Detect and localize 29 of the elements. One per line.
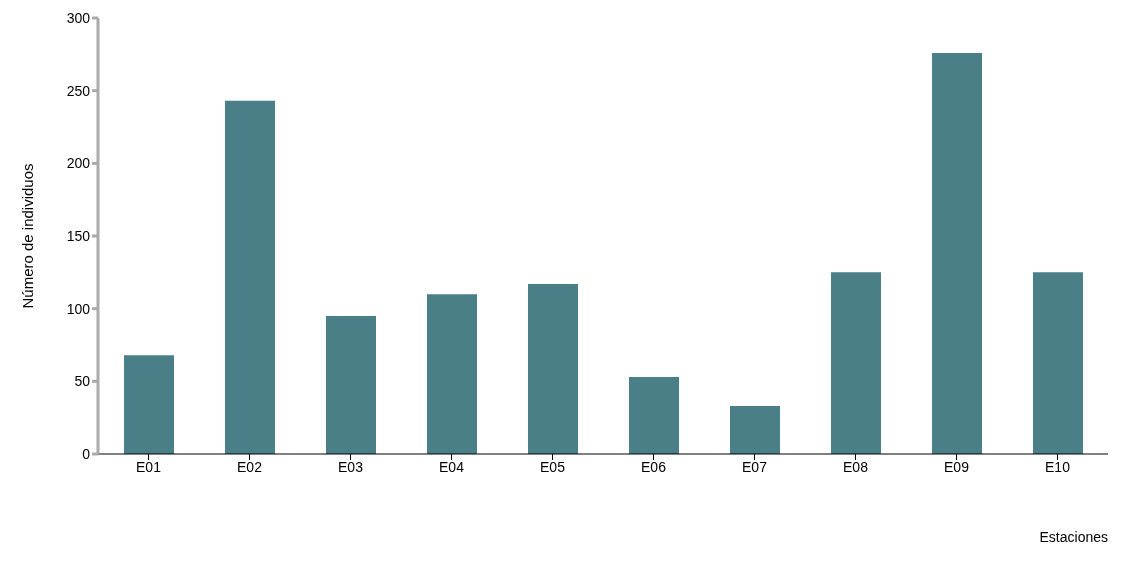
y-tick-label: 300 bbox=[66, 9, 91, 26]
x-tick-label: E02 bbox=[237, 458, 263, 475]
x-tick-label: E10 bbox=[1045, 458, 1071, 475]
bar bbox=[932, 52, 982, 454]
y-tick-label: 200 bbox=[66, 155, 91, 172]
y-tick-label: 100 bbox=[66, 300, 91, 317]
bar bbox=[326, 315, 376, 454]
x-tick-label: E08 bbox=[843, 458, 869, 475]
x-tick-label: E04 bbox=[439, 458, 465, 475]
x-axis-title: Estaciones bbox=[1039, 529, 1108, 545]
bar bbox=[427, 294, 477, 454]
bar bbox=[124, 355, 174, 454]
bar bbox=[831, 272, 881, 454]
y-tick-label: 250 bbox=[66, 82, 91, 99]
x-tick-label: E05 bbox=[540, 458, 566, 475]
x-tick-label: E01 bbox=[136, 458, 162, 475]
bar bbox=[225, 100, 275, 454]
y-tick-label: 50 bbox=[74, 373, 91, 390]
x-tick-label: E09 bbox=[944, 458, 970, 475]
y-axis-title: Número de individuos bbox=[19, 163, 37, 309]
bar bbox=[730, 406, 780, 454]
x-tick-label: E03 bbox=[338, 458, 364, 475]
bar bbox=[1033, 272, 1083, 454]
x-tick-label: E06 bbox=[641, 458, 667, 475]
bar bbox=[629, 376, 679, 454]
y-tick-label: 150 bbox=[66, 227, 91, 244]
bar bbox=[528, 283, 578, 454]
y-tick-label: 0 bbox=[82, 445, 91, 462]
x-tick-label: E07 bbox=[742, 458, 768, 475]
